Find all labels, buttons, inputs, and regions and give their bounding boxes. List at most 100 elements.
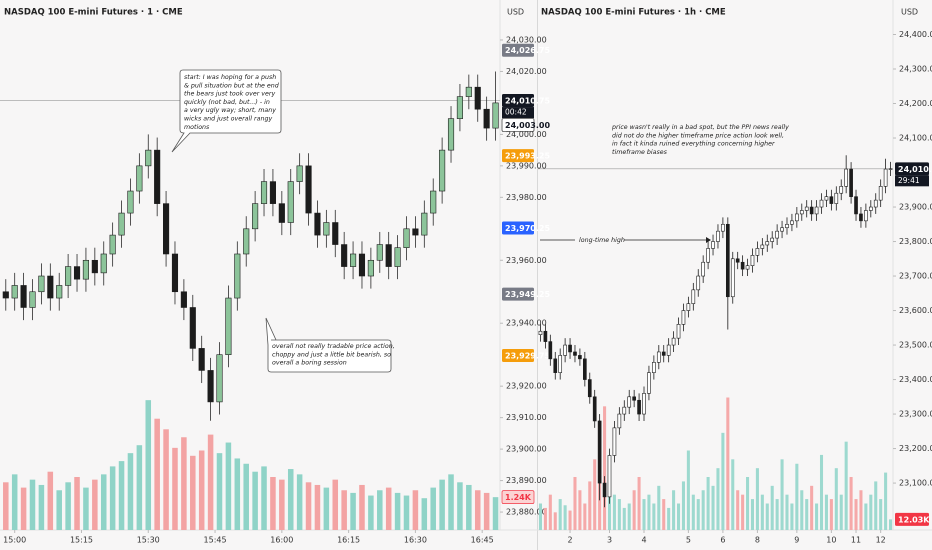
candle-body [73,266,81,280]
candle-body [844,168,848,187]
callout [265,317,392,373]
countdown: 00:42 [505,108,527,117]
candle-body [421,212,428,236]
volume-bar [627,503,631,530]
candle-body [118,212,125,236]
candle-body [770,237,775,242]
volume-bar [829,499,833,530]
candle-body [367,259,374,277]
volume-bar [805,499,809,530]
currency: USD [507,8,524,17]
x-tick-label: 2 [568,536,573,545]
volume-bar [642,499,646,530]
volume-bar [385,487,392,530]
volume-bar [647,494,651,530]
annotation-text: a very ugly way; short, many [184,106,276,114]
volume-bar [632,490,636,530]
candle-body [691,289,696,304]
candle-body [180,291,187,308]
volume-bar [583,503,587,530]
volume-bar [412,490,419,530]
volume-bar [637,477,641,530]
candle-body [189,307,196,349]
candle-body [11,285,18,299]
price-label: 23,949.25 [505,290,550,299]
candle-body [597,420,602,484]
volume-bar [889,519,893,530]
volume-bar [676,503,681,530]
x-tick-label: 16:30 [404,536,427,545]
candle-body [563,344,567,356]
volume-bar [154,418,160,530]
candle-body [447,118,455,151]
candle-body [109,234,116,255]
candle-body [617,413,622,429]
volume-bar [421,498,428,530]
volume-bar [279,479,285,530]
candle-body [888,168,893,170]
candle-body [745,265,750,270]
volume-bar [795,463,799,530]
candle-body [760,244,765,249]
chart-title: NASDAQ 100 E-mini Futures · 1 · CME [4,8,183,18]
volume-bar [341,490,347,530]
candle-body [661,351,666,356]
candle-body [824,196,829,201]
volume-bar [198,450,205,530]
currency: USD [901,8,918,17]
candle-body [171,253,179,293]
volume-bar [746,477,750,530]
price-label-box [502,348,534,362]
volume-bar [785,494,789,530]
volume-bar [252,471,258,530]
volume-bar [706,477,710,530]
volume-bar [750,499,755,530]
volume-bar [483,492,490,530]
candle-body [735,258,740,263]
volume-bar [558,499,562,530]
candle-body [492,102,499,129]
volume-bar [736,490,740,530]
candle-body [622,406,627,415]
y-tick-label: 23,890.00 [506,476,547,485]
candle-body [587,379,592,398]
annotation-text: quickly (not bad, but...) - in [184,98,270,106]
price-label-box [501,118,535,132]
volume-bar [553,512,557,530]
candle-body [578,355,582,360]
candle-body [681,310,686,325]
candle-body [795,213,799,222]
volume-bar [538,503,542,530]
annotation-text: in fact it kinda ruined everything conce… [612,140,775,148]
candle-body [341,244,348,267]
candle-body [592,396,597,422]
volume-bar [573,477,577,530]
candle-body [804,206,809,211]
candle-body [127,190,134,214]
volume-bar [731,459,735,530]
candle-body [2,291,9,299]
volume-bar [74,477,80,530]
volume-bar [466,484,472,530]
volume-bar [612,494,616,530]
price-label-box [502,149,534,163]
candle-body [721,223,725,232]
volume-bar [448,474,454,530]
volume-bar [20,487,27,530]
volume-bar [83,487,89,530]
countdown-box [895,175,929,187]
volume-bar [56,490,62,530]
volume-bar [859,490,863,530]
volume-bar [681,481,685,530]
candle-body [602,482,607,498]
volume-bar [716,468,720,530]
volume-bar [287,469,294,530]
price-label-box [895,512,929,526]
callout-box [171,69,282,153]
price-label-box [502,287,534,301]
volume-bar [588,481,592,530]
y-tick-label: 24,030.00 [506,35,547,44]
x-tick-label: 12 [876,536,886,545]
candle-body [394,247,401,267]
volume-bar [849,477,853,530]
